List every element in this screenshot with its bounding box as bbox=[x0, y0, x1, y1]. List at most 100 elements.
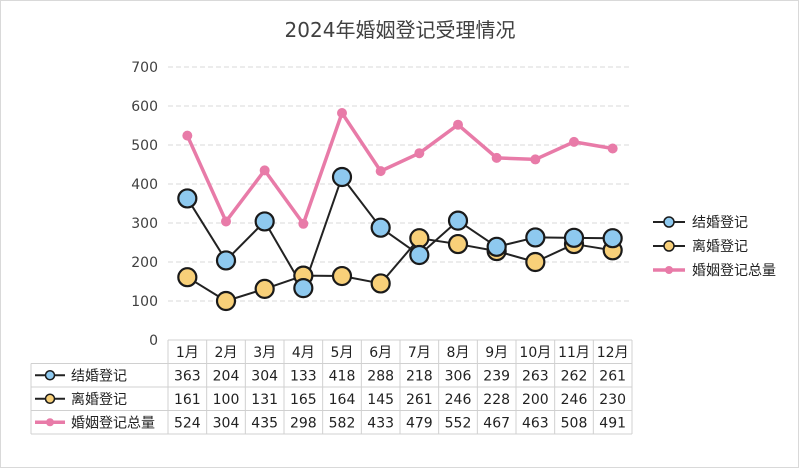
x-tick-label: 4月 bbox=[292, 345, 315, 361]
data-point bbox=[525, 227, 546, 248]
data-point bbox=[447, 210, 469, 231]
legend-label: 结婚登记 bbox=[692, 215, 748, 231]
data-point bbox=[177, 267, 198, 288]
y-tick-label: 200 bbox=[131, 255, 158, 271]
y-axis: 0 100 200 300 400 500 600 700 bbox=[131, 60, 158, 349]
data-label: 262 bbox=[561, 368, 588, 384]
data-label: 304 bbox=[213, 415, 240, 431]
y-tick-label: 300 bbox=[131, 216, 158, 232]
y-tick-label: 400 bbox=[131, 177, 158, 193]
data-point bbox=[215, 250, 237, 271]
data-point bbox=[370, 217, 391, 238]
data-label: 304 bbox=[251, 368, 278, 384]
data-point bbox=[453, 119, 463, 130]
data-point bbox=[221, 216, 231, 227]
table-series-name: 离婚登记 bbox=[71, 391, 127, 408]
data-label: 435 bbox=[251, 415, 278, 431]
data-label: 228 bbox=[483, 392, 510, 408]
data-point bbox=[409, 228, 430, 249]
plot-area bbox=[177, 108, 623, 312]
y-tick-label: 100 bbox=[131, 294, 158, 310]
table-legend-key-marker bbox=[44, 393, 56, 404]
data-label: 161 bbox=[174, 392, 201, 408]
data-label: 218 bbox=[406, 368, 433, 384]
data-point bbox=[525, 251, 546, 273]
data-point bbox=[331, 265, 353, 287]
chart-title: 2024年婚姻登记受理情况 bbox=[285, 18, 516, 42]
data-label: 463 bbox=[522, 415, 549, 431]
data-label: 524 bbox=[174, 415, 201, 431]
x-tick-label: 6月 bbox=[369, 345, 392, 361]
gridlines bbox=[168, 66, 632, 302]
legend-key-marker bbox=[665, 266, 673, 274]
legend-label: 婚姻登记总量 bbox=[692, 263, 776, 279]
data-point bbox=[254, 211, 275, 232]
data-point bbox=[607, 143, 618, 154]
data-label: 239 bbox=[483, 368, 510, 384]
data-point bbox=[491, 152, 502, 163]
data-label: 100 bbox=[213, 392, 240, 408]
data-point bbox=[530, 154, 541, 165]
data-point bbox=[182, 130, 193, 141]
series-line bbox=[186, 175, 613, 290]
table-series-name: 结婚登记 bbox=[71, 368, 127, 384]
x-tick-label: 9月 bbox=[485, 345, 508, 361]
data-point bbox=[298, 218, 309, 229]
data-point bbox=[259, 165, 270, 176]
data-point bbox=[486, 236, 507, 257]
data-label: 246 bbox=[561, 392, 588, 408]
data-label: 363 bbox=[174, 368, 201, 384]
data-point bbox=[293, 278, 314, 299]
data-label: 133 bbox=[290, 368, 317, 384]
data-point bbox=[409, 244, 430, 266]
data-point bbox=[337, 108, 347, 119]
table-series-name: 婚姻登记总量 bbox=[71, 415, 155, 431]
data-label: 246 bbox=[445, 392, 472, 408]
data-point bbox=[447, 233, 469, 255]
x-tick-label: 7月 bbox=[408, 345, 431, 361]
data-label: 261 bbox=[406, 392, 433, 408]
x-tick-label: 10月 bbox=[519, 345, 551, 361]
data-label: 467 bbox=[483, 415, 510, 431]
data-point bbox=[254, 278, 275, 300]
table-legend-key-marker bbox=[44, 370, 56, 381]
data-label: 508 bbox=[561, 415, 588, 431]
data-point bbox=[563, 227, 585, 248]
data-label: 491 bbox=[599, 415, 626, 431]
data-label: 131 bbox=[251, 392, 278, 408]
x-tick-label: 8月 bbox=[447, 345, 470, 361]
table-legend-key-marker bbox=[46, 418, 54, 427]
y-tick-label: 0 bbox=[149, 333, 158, 349]
data-label: 261 bbox=[599, 368, 626, 384]
data-point bbox=[331, 166, 353, 188]
data-label: 552 bbox=[445, 415, 472, 431]
data-label: 165 bbox=[290, 392, 317, 408]
data-label: 263 bbox=[522, 368, 549, 384]
x-tick-label: 11月 bbox=[558, 345, 590, 361]
legend-label: 离婚登记 bbox=[692, 238, 748, 255]
data-label: 288 bbox=[367, 368, 394, 384]
x-tick-label: 3月 bbox=[253, 345, 276, 361]
legend-key-marker bbox=[663, 216, 675, 228]
data-label: 164 bbox=[329, 392, 356, 408]
data-point bbox=[569, 136, 579, 147]
data-label: 479 bbox=[406, 415, 433, 431]
data-label: 204 bbox=[213, 368, 240, 384]
data-label: 298 bbox=[290, 415, 317, 431]
y-tick-label: 700 bbox=[131, 60, 158, 76]
data-label: 230 bbox=[599, 392, 626, 408]
x-tick-label: 1月 bbox=[176, 345, 199, 361]
data-label: 582 bbox=[329, 415, 356, 431]
data-label: 200 bbox=[522, 392, 549, 408]
series-line bbox=[185, 111, 613, 226]
data-label: 145 bbox=[367, 392, 394, 408]
data-point bbox=[215, 290, 237, 312]
x-tick-label: 12月 bbox=[597, 345, 629, 361]
data-point bbox=[602, 228, 623, 249]
y-tick-label: 600 bbox=[131, 99, 158, 115]
data-point bbox=[375, 166, 386, 177]
